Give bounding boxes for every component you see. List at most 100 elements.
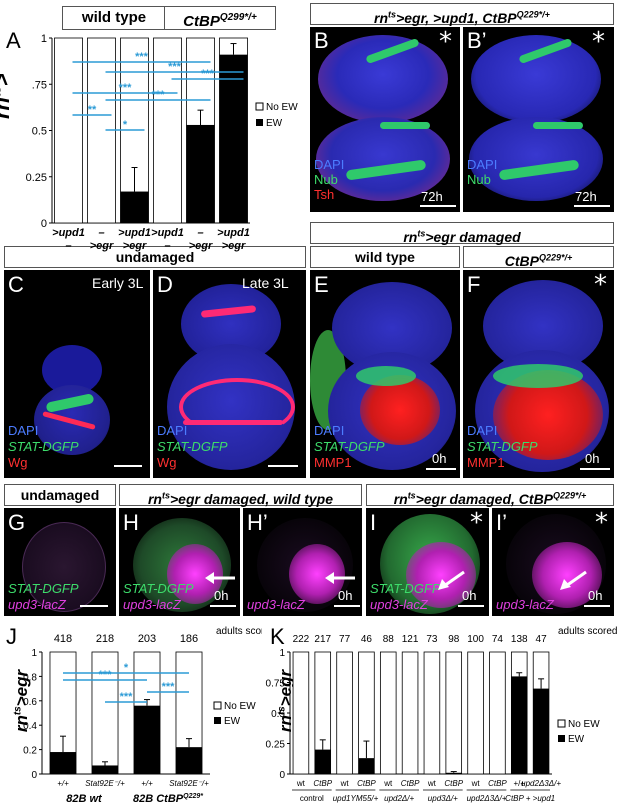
panel-f-micrograph: *: [463, 270, 614, 478]
x-tick-label-row1: >upd1: [151, 227, 184, 239]
panel-label-g: G: [8, 510, 26, 535]
bar-ew: [175, 747, 203, 774]
bar-genotype-label: CtBP: [488, 779, 507, 788]
panel-g-upd3-label: upd3-lacZ: [8, 597, 66, 612]
adults-scored-count: 138: [511, 634, 528, 645]
y-tick-label: 1: [41, 33, 47, 45]
adults-scored-count: 100: [467, 634, 484, 645]
panel-d-dapi-label: DAPI: [157, 423, 188, 438]
panel-b-prime-timepoint: 72h: [575, 189, 597, 204]
panel-cd-undamaged-header: undamaged: [4, 246, 306, 268]
significance-stars: ***: [99, 669, 113, 681]
group-label: upd2Δ3Δ/+: [467, 794, 507, 803]
bar-ew: [133, 705, 161, 774]
bar-ew: [533, 688, 549, 774]
y-tick-label: 0.75: [266, 679, 286, 690]
bar-ew: [358, 758, 375, 774]
adults-scored-count: 217: [314, 634, 331, 645]
legend-label-no-ew: No EW: [224, 701, 256, 712]
adults-scored-count: 46: [361, 634, 373, 645]
panel-ef-damaged-header: rnts>egr damaged: [310, 222, 614, 245]
panel-label-f: F: [467, 272, 481, 297]
panel-a-genotype-row2: >egr: [221, 240, 246, 252]
adults-scored-count: 98: [448, 634, 460, 645]
panel-d-micrograph: [153, 270, 306, 478]
y-tick-label: 0.8: [23, 672, 37, 683]
bar-no-ew: [467, 651, 484, 775]
adults-scored-count: 203: [138, 633, 156, 645]
adults-scored-count: 218: [96, 633, 114, 645]
bar-genotype-label: CtBP: [357, 779, 376, 788]
panel-f-dapi-label: DAPI: [467, 423, 498, 438]
panel-h-header: rnts>egr damaged, wild type: [119, 484, 362, 507]
panel-b-timepoint: 72h: [421, 189, 443, 204]
panel-a-genotype-row2: >egr: [122, 240, 147, 252]
bar-genotype-label: CtBP: [444, 779, 463, 788]
panel-k-chart: 0 0.25 0.5 0.75 1 222 wt 217 CtBP 77 wt 46 CtBP 88 wt 1…: [266, 626, 617, 803]
group-label: upd2Δ/+: [384, 794, 414, 803]
panel-i-prime-arrow-icon: [560, 570, 587, 590]
panel-i-stat-label: STAT-DGFP: [370, 581, 441, 596]
panel-d-wg-label: Wg: [157, 455, 177, 470]
panel-i-upd3-label: upd3-lacZ: [370, 597, 428, 612]
panel-i-prime-micrograph: *: [492, 508, 614, 616]
panel-i-micrograph: *: [366, 508, 489, 616]
bar-no-ew: [336, 651, 353, 775]
adults-scored-label: adults scored: [558, 626, 617, 637]
panel-e-mmp1-label: MMP1: [314, 455, 352, 470]
y-tick-label: 0.5: [32, 126, 47, 138]
panel-b-dapi-label: DAPI: [314, 157, 345, 172]
panel-h-stat-label: STAT-DGFP: [123, 581, 194, 596]
panel-h-prime-upd3-label: upd3-lacZ: [247, 597, 305, 612]
panel-f-asterisk: *: [594, 270, 607, 300]
group-label-82b-ctbp: 82B CtBPQ229*: [133, 793, 203, 805]
panel-h-prime-micrograph: [243, 508, 362, 616]
bar-no-ew: [489, 651, 506, 775]
panel-a-header-ctbp: CtBPQ299*/+: [164, 6, 276, 30]
panel-label-i-prime: I’: [496, 510, 507, 535]
bar-ew: [91, 765, 119, 774]
y-tick-label: 0: [41, 218, 47, 230]
panel-label-j: J: [6, 624, 17, 649]
bar-ew: [445, 772, 462, 774]
significance-stars: *: [123, 119, 128, 131]
legend-swatch-no-ew: [255, 102, 264, 111]
panel-b-micrograph: *: [310, 27, 460, 212]
bar-no-ew: [445, 651, 463, 775]
panel-d-stage: Late 3L: [242, 275, 289, 291]
bar-genotype-label: CtBP: [313, 779, 332, 788]
panel-c-stage: Early 3L: [92, 275, 144, 291]
legend-swatch-ew: [256, 119, 263, 126]
panel-h-arrow-icon: [205, 572, 235, 584]
panel-label-h: H: [123, 510, 139, 535]
bar-no-ew: [292, 651, 310, 775]
y-tick-label: 0.25: [26, 172, 47, 184]
panel-i-scalebar: [458, 605, 484, 607]
panel-h-scalebar: [210, 605, 236, 607]
panel-h-prime-scalebar: [334, 605, 360, 607]
panel-c-scalebar: [114, 465, 142, 467]
panel-b-prime-scalebar: [574, 205, 610, 207]
panel-e-header: wild type: [310, 246, 460, 268]
adults-scored-label: adults scored: [216, 626, 262, 637]
bar-genotype-label: wt: [427, 779, 437, 788]
bar-ew: [49, 752, 77, 774]
significance-stars: ***: [120, 691, 134, 703]
significance-stars: *: [124, 662, 129, 674]
bar-genotype-label: wt: [296, 779, 306, 788]
panel-f-header: CtBPQ229*/+: [463, 246, 614, 269]
y-tick-label: 0.4: [23, 721, 37, 732]
panel-h-micrograph: [119, 508, 240, 616]
panel-c-dapi-label: DAPI: [8, 423, 39, 438]
legend-label-no-ew: No EW: [266, 102, 298, 113]
panel-c-micrograph: [4, 270, 150, 478]
bar-genotype-label: CtBP: [401, 779, 420, 788]
panel-a-genotype-row2: –: [65, 240, 72, 252]
panel-h-prime-timepoint: 0h: [338, 588, 353, 603]
bar-genotype-label: wt: [383, 779, 393, 788]
y-tick-label: .75: [32, 79, 47, 91]
panel-e-micrograph: [310, 270, 460, 478]
y-tick-label: 0.2: [23, 746, 37, 757]
panel-c-wg-label: Wg: [8, 455, 28, 470]
group-label: upd1YM55/+: [333, 794, 379, 803]
